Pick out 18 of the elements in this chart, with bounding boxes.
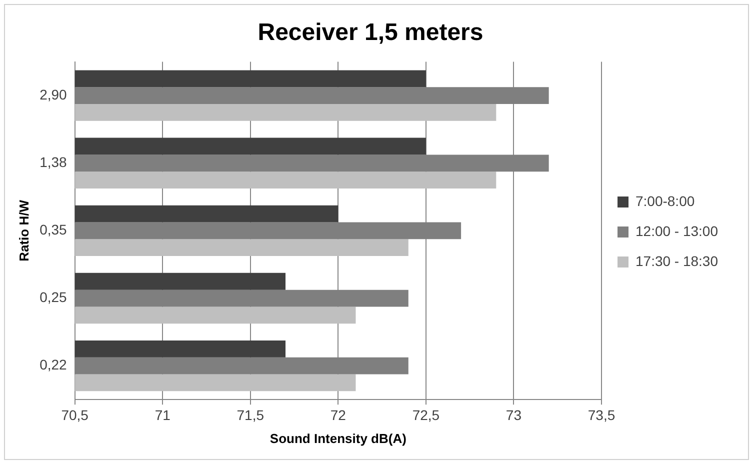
x-tick-label: 72 bbox=[330, 406, 346, 423]
x-tick-label: 71 bbox=[154, 406, 171, 423]
x-tick-label: 70,5 bbox=[61, 406, 89, 423]
y-axis-title: Ratio H/W bbox=[16, 199, 32, 262]
legend-label: 7:00-8:00 bbox=[635, 192, 695, 209]
x-tick-label: 71,5 bbox=[236, 406, 264, 423]
y-tick-label: 0,22 bbox=[40, 356, 68, 373]
y-tick-label: 1,38 bbox=[40, 154, 68, 170]
y-tick-label: 2,90 bbox=[40, 86, 68, 102]
legend-label: 17:30 - 18:30 bbox=[635, 252, 718, 269]
x-tick-label: 73 bbox=[506, 406, 522, 423]
legend-label: 12:00 - 13:00 bbox=[635, 222, 718, 239]
x-axis-title: Sound Intensity dB(A) bbox=[270, 430, 406, 446]
x-tick-label: 72,5 bbox=[412, 406, 440, 423]
y-tick-label: 0,25 bbox=[40, 289, 68, 306]
chart-title: Receiver 1,5 meters bbox=[258, 19, 484, 46]
y-tick-label: 0,35 bbox=[40, 222, 68, 238]
x-tick-label: 73,5 bbox=[588, 406, 616, 423]
